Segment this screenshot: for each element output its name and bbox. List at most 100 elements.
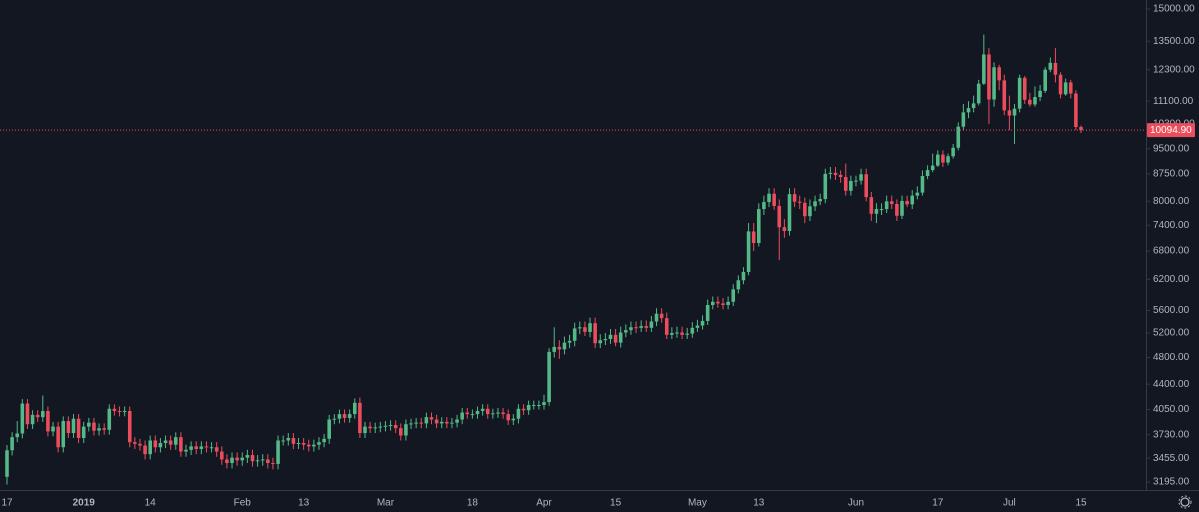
x-tick-label: 13 — [753, 498, 765, 509]
candle-body — [813, 201, 817, 207]
candle-body — [526, 405, 531, 411]
candle-body — [30, 414, 35, 425]
candle-body — [951, 147, 955, 157]
candle-body — [757, 209, 761, 244]
candle-body — [117, 411, 122, 413]
candle-body — [404, 424, 408, 436]
candle-body — [516, 408, 521, 419]
candle-body — [10, 437, 14, 451]
candle-body — [143, 445, 147, 455]
candle-body — [537, 405, 541, 407]
candle-body — [1058, 74, 1063, 95]
candle-body — [685, 333, 689, 335]
candle-body — [317, 442, 321, 445]
candle-body — [291, 437, 296, 444]
candle-body — [465, 412, 470, 415]
candle-body — [445, 421, 449, 424]
candle-body — [721, 303, 725, 305]
candle-body — [296, 443, 301, 445]
x-tick-label: 15 — [610, 498, 622, 509]
x-tick-label: 13 — [298, 498, 310, 509]
y-tick-label: 8750.00 — [1153, 169, 1190, 180]
candle-body — [173, 437, 178, 445]
candle-body — [255, 460, 260, 462]
x-tick-label: 14 — [145, 498, 157, 509]
candle-body — [470, 414, 475, 416]
candle-body — [337, 414, 342, 419]
candle-body — [557, 346, 562, 350]
candle-body — [992, 67, 996, 100]
candle-body — [409, 423, 413, 425]
y-tick-label: 3730.00 — [1153, 429, 1190, 440]
candle-body — [399, 428, 403, 436]
settings-icon[interactable] — [1178, 495, 1192, 509]
candle-body — [378, 426, 383, 428]
candle-body — [675, 332, 679, 334]
candle-body — [286, 437, 291, 441]
candle-body — [736, 280, 741, 290]
candle-body — [634, 327, 638, 329]
candle-body — [618, 332, 623, 343]
candle-body — [966, 108, 971, 113]
candle-body — [982, 54, 986, 84]
candle-body — [138, 443, 142, 446]
candle-body — [66, 421, 71, 434]
candle-body — [598, 340, 603, 344]
candle-body — [659, 313, 664, 319]
candle-body — [429, 417, 434, 420]
candle-body — [936, 154, 940, 166]
candle-body — [731, 289, 736, 302]
candle-body — [1063, 82, 1068, 95]
y-tick-label: 5600.00 — [1153, 305, 1190, 316]
candle-body — [956, 126, 961, 148]
candle-body — [1022, 77, 1027, 100]
candle-body — [808, 206, 812, 217]
candle-body — [41, 411, 45, 418]
candle-body — [905, 200, 909, 205]
candle-body — [838, 174, 843, 178]
gear-ring[interactable] — [1180, 497, 1190, 507]
candle-body — [915, 192, 920, 196]
y-tick-label: 5200.00 — [1153, 328, 1190, 339]
candle-body — [322, 438, 326, 443]
candle-body — [496, 412, 500, 414]
x-tick-label: 17 — [1, 498, 13, 509]
candle-body — [849, 180, 853, 191]
candle-body — [710, 301, 715, 305]
candle-body — [547, 351, 551, 403]
candle-body — [567, 340, 572, 343]
y-tick-label: 15000.00 — [1153, 4, 1195, 15]
candle-body — [56, 426, 60, 448]
candle-body — [485, 408, 490, 415]
candle-body — [925, 170, 930, 177]
last-price-box — [1147, 123, 1195, 138]
candle-body — [450, 422, 454, 424]
candle-body — [1074, 93, 1078, 128]
candle-body — [414, 422, 418, 424]
candle-body — [920, 176, 925, 193]
candle-body — [818, 199, 822, 202]
candle-body — [670, 333, 674, 335]
candle-body — [363, 426, 367, 434]
candle-body — [1007, 110, 1012, 116]
candle-body — [204, 446, 209, 448]
y-tick-label: 6200.00 — [1153, 274, 1190, 285]
candle-body — [531, 405, 536, 407]
candle-body — [71, 418, 76, 434]
candle-body — [644, 326, 649, 328]
candle-body — [501, 412, 505, 415]
candle-body — [828, 172, 833, 174]
candle-body — [833, 172, 838, 175]
candle-body — [521, 408, 526, 411]
candle-body — [854, 180, 858, 182]
gear-teeth[interactable] — [1178, 495, 1192, 509]
y-tick-label: 9500.00 — [1153, 143, 1190, 154]
candle-body — [746, 231, 751, 272]
candle-body — [572, 328, 577, 341]
candle-body — [306, 444, 311, 447]
candle-body — [1017, 77, 1022, 109]
candle-body — [803, 202, 807, 217]
candle-body — [245, 455, 250, 458]
candle-body — [352, 402, 357, 415]
